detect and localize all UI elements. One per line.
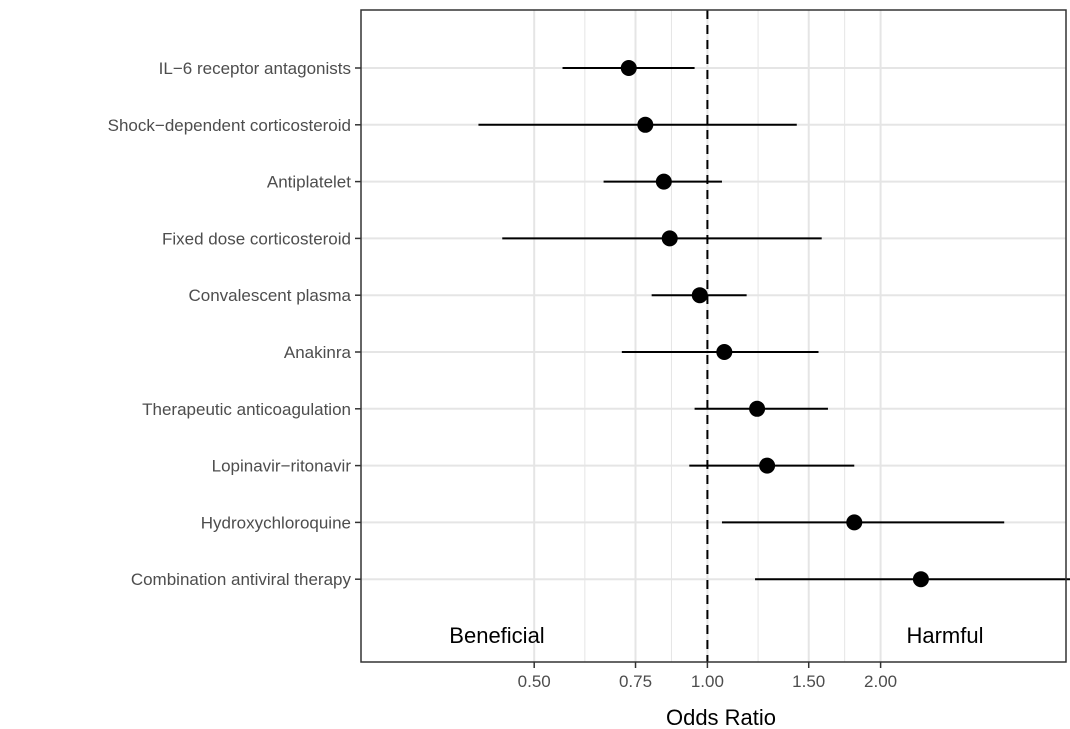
x-tick-label: 1.00 bbox=[691, 672, 724, 691]
y-tick-label: Lopinavir−ritonavir bbox=[212, 457, 352, 476]
x-tick-label: 0.75 bbox=[619, 672, 652, 691]
point-estimate bbox=[691, 287, 708, 304]
point-estimate bbox=[912, 571, 929, 588]
plot-background bbox=[361, 10, 1066, 662]
y-tick-label: Shock−dependent corticosteroid bbox=[108, 116, 351, 135]
plot-border bbox=[360, 9, 1067, 663]
x-tick-label: 0.50 bbox=[518, 672, 551, 691]
point-estimate bbox=[661, 230, 678, 247]
point-estimate bbox=[620, 60, 637, 76]
y-tick-label: Anakinra bbox=[284, 343, 352, 362]
point-estimates bbox=[620, 60, 929, 588]
y-tick-label: Fixed dose corticosteroid bbox=[162, 229, 351, 248]
x-axis-title: Odds Ratio bbox=[666, 705, 776, 729]
x-axis: 0.50 0.75 1.00 1.50 2.00 bbox=[518, 662, 897, 691]
x-tick-label: 2.00 bbox=[864, 672, 897, 691]
point-estimate bbox=[759, 457, 776, 474]
y-tick-label: Combination antiviral therapy bbox=[131, 570, 352, 589]
x-tick-label: 1.50 bbox=[792, 672, 825, 691]
point-estimate bbox=[637, 116, 654, 133]
y-tick-label: Convalescent plasma bbox=[188, 286, 351, 305]
annotation-beneficial: Beneficial bbox=[449, 623, 544, 648]
y-tick-label: Antiplatelet bbox=[267, 173, 351, 192]
y-tick-label: Therapeutic anticoagulation bbox=[142, 400, 351, 419]
annotation-harmful: Harmful bbox=[906, 623, 983, 648]
point-estimate bbox=[716, 344, 733, 360]
y-axis: IL−6 receptor antagonists Shock−dependent… bbox=[108, 59, 361, 589]
point-estimate bbox=[749, 400, 766, 417]
point-estimate bbox=[846, 514, 863, 531]
y-tick-label: Hydroxychloroquine bbox=[201, 513, 351, 532]
point-estimate bbox=[655, 173, 672, 190]
y-tick-label: IL−6 receptor antagonists bbox=[159, 59, 351, 78]
